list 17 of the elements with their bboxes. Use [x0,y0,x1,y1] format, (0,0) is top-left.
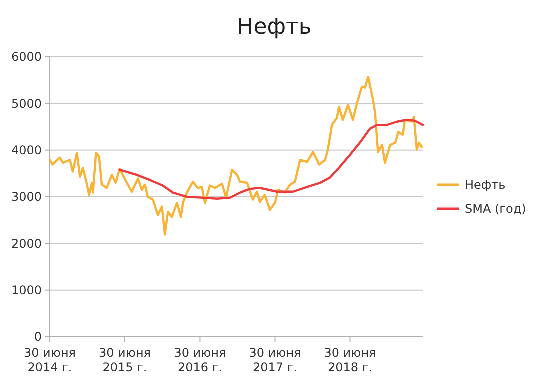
x-tick-label: 30 июня 2018 г. [324,346,376,374]
chart-title: Нефть [237,15,312,40]
y-tick-label: 4000 [11,144,42,158]
line-series [48,76,424,236]
y-tick-label: 6000 [11,50,42,64]
line-series [118,118,424,200]
y-tick-label: 3000 [11,190,42,204]
y-tick-label: 0 [34,330,42,344]
x-tick-label: 30 июня 2017 г. [249,346,302,374]
y-tick-label: 2000 [11,236,42,251]
y-tick-label: 5000 [11,96,42,111]
y-tick-label: 1000 [11,284,42,298]
legend-label: Нефть [465,178,506,192]
legend-label: SMA (год) [465,202,526,216]
x-tick-label: 30 июня 2015 г. [98,346,152,374]
x-tick-label: 30 июня 2016 г. [174,346,226,374]
x-tick-label: 30 июня 2014 г. [24,346,76,374]
